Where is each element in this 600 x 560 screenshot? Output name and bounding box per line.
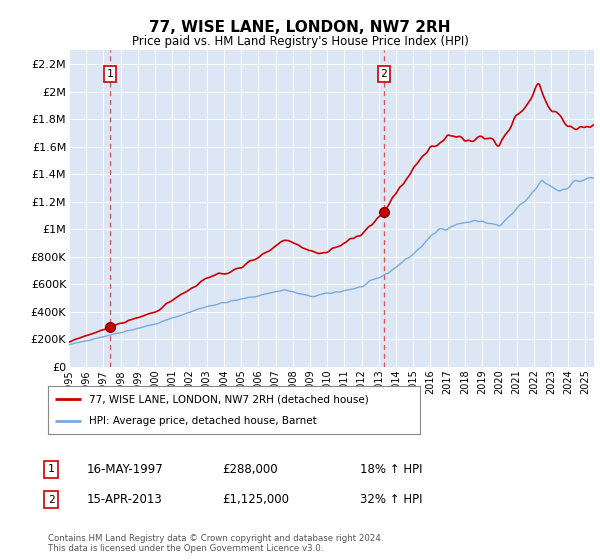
Text: Price paid vs. HM Land Registry's House Price Index (HPI): Price paid vs. HM Land Registry's House … — [131, 35, 469, 48]
Text: 32% ↑ HPI: 32% ↑ HPI — [360, 493, 422, 506]
Text: 18% ↑ HPI: 18% ↑ HPI — [360, 463, 422, 476]
Text: 77, WISE LANE, LONDON, NW7 2RH: 77, WISE LANE, LONDON, NW7 2RH — [149, 20, 451, 35]
Text: 2: 2 — [380, 69, 387, 79]
Text: HPI: Average price, detached house, Barnet: HPI: Average price, detached house, Barn… — [89, 416, 317, 426]
Text: 16-MAY-1997: 16-MAY-1997 — [87, 463, 164, 476]
Text: 77, WISE LANE, LONDON, NW7 2RH (detached house): 77, WISE LANE, LONDON, NW7 2RH (detached… — [89, 394, 368, 404]
Text: £1,125,000: £1,125,000 — [222, 493, 289, 506]
Text: Contains HM Land Registry data © Crown copyright and database right 2024.
This d: Contains HM Land Registry data © Crown c… — [48, 534, 383, 553]
Text: 1: 1 — [47, 464, 55, 474]
Text: 2: 2 — [47, 494, 55, 505]
Text: 1: 1 — [106, 69, 113, 79]
Text: £288,000: £288,000 — [222, 463, 278, 476]
Text: 15-APR-2013: 15-APR-2013 — [87, 493, 163, 506]
